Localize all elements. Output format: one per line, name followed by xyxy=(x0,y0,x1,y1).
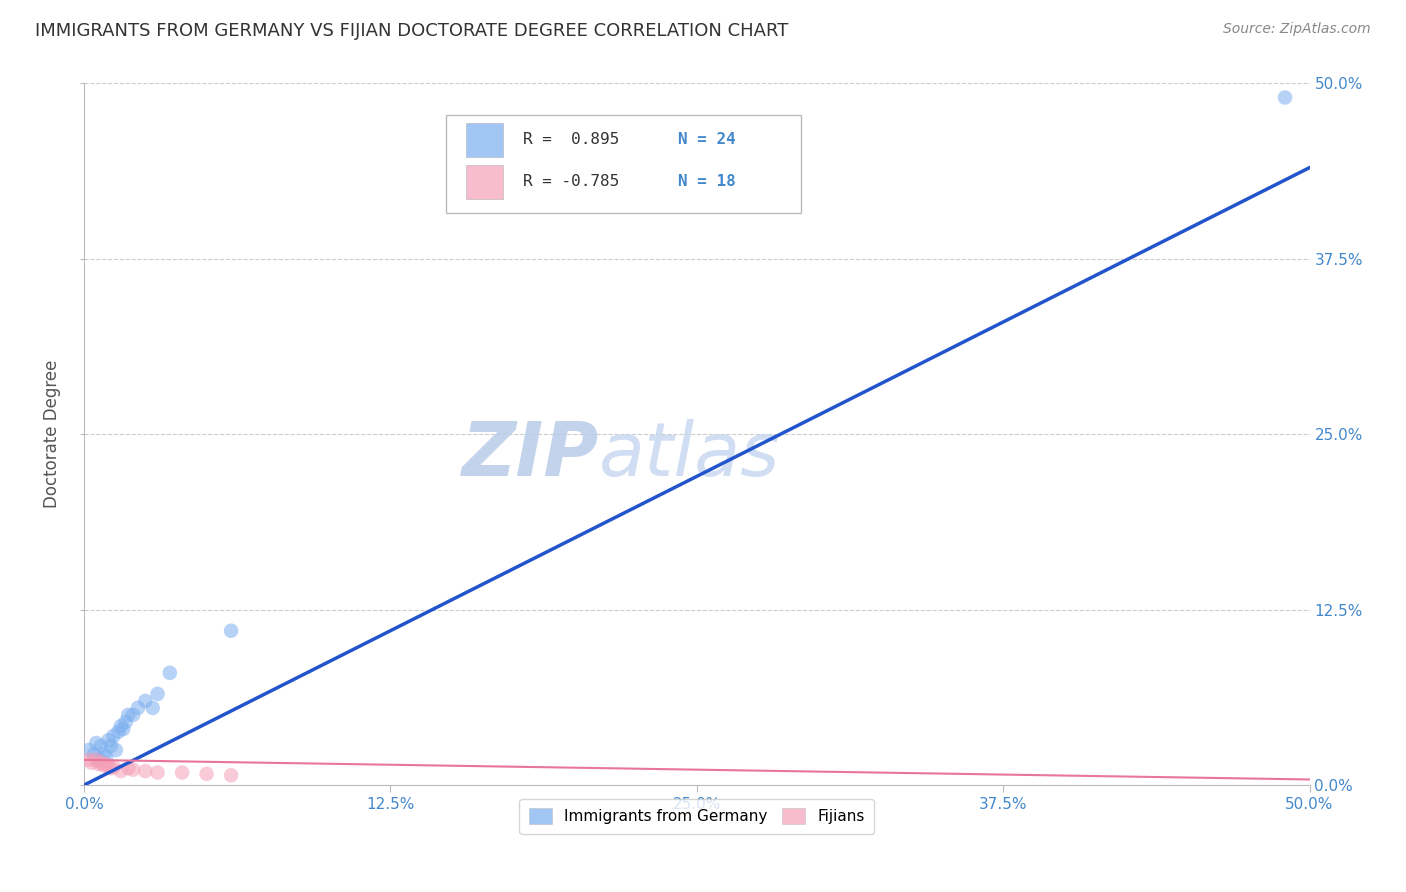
Point xyxy=(110,764,132,778)
Point xyxy=(100,761,122,775)
Point xyxy=(195,767,218,781)
Point xyxy=(122,763,145,777)
Point xyxy=(219,624,242,638)
Point xyxy=(97,760,120,774)
Text: atlas: atlas xyxy=(599,419,780,491)
Point xyxy=(170,765,193,780)
Point xyxy=(107,724,129,739)
Point xyxy=(84,753,107,767)
Point xyxy=(84,736,107,750)
Text: ZIP: ZIP xyxy=(461,419,599,491)
Point xyxy=(103,760,125,774)
Point xyxy=(80,756,103,770)
Point xyxy=(127,701,149,715)
FancyBboxPatch shape xyxy=(446,115,801,213)
Point xyxy=(122,707,145,722)
Point xyxy=(159,665,181,680)
Y-axis label: Doctorate Degree: Doctorate Degree xyxy=(44,360,60,508)
Point xyxy=(219,768,242,782)
Point xyxy=(87,753,110,767)
Bar xyxy=(467,123,503,157)
Point xyxy=(104,743,127,757)
Point xyxy=(142,701,165,715)
Point xyxy=(146,765,169,780)
Point xyxy=(134,694,156,708)
Point xyxy=(134,764,156,778)
Point xyxy=(83,747,105,762)
Point xyxy=(94,757,117,772)
Legend: Immigrants from Germany, Fijians: Immigrants from Germany, Fijians xyxy=(519,799,875,834)
Point xyxy=(77,753,100,767)
Point xyxy=(117,707,139,722)
Bar xyxy=(467,165,503,199)
Point xyxy=(87,757,110,772)
Point xyxy=(97,733,120,747)
Text: N = 24: N = 24 xyxy=(679,133,737,147)
Text: R = -0.785: R = -0.785 xyxy=(523,175,619,189)
Text: N = 18: N = 18 xyxy=(679,175,737,189)
Text: IMMIGRANTS FROM GERMANY VS FIJIAN DOCTORATE DEGREE CORRELATION CHART: IMMIGRANTS FROM GERMANY VS FIJIAN DOCTOR… xyxy=(35,22,789,40)
Point xyxy=(110,719,132,733)
Point xyxy=(117,761,139,775)
Point xyxy=(100,739,122,753)
Point xyxy=(93,758,115,772)
Text: Source: ZipAtlas.com: Source: ZipAtlas.com xyxy=(1223,22,1371,37)
Point xyxy=(1274,90,1296,104)
Point xyxy=(90,756,112,770)
Text: R =  0.895: R = 0.895 xyxy=(523,133,619,147)
Point xyxy=(114,714,136,729)
Point xyxy=(94,750,117,764)
Point xyxy=(146,687,169,701)
Point xyxy=(112,722,135,736)
Point xyxy=(90,739,112,753)
Point xyxy=(93,747,115,762)
Point xyxy=(103,729,125,743)
Point xyxy=(77,743,100,757)
